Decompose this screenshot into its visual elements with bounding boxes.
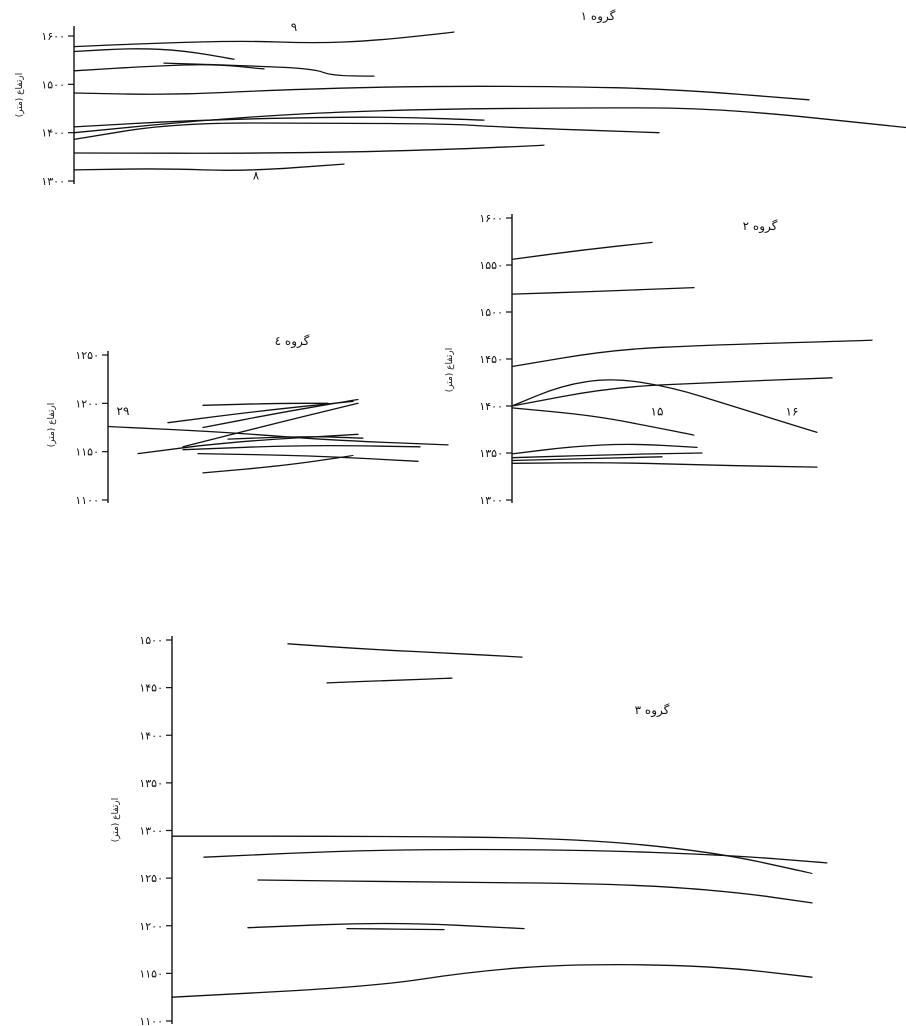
chart-title: گروه ۳	[635, 703, 670, 718]
chart-group-1: ۱۳۰۰ ۱۴۰۰ ۱۵۰۰ ۱۶۰۰ گروه ۱ ارتفاع (متر) ۹ ۸	[15, 9, 906, 188]
series-line-3	[171, 835, 813, 875]
series-line-8	[171, 963, 813, 998]
y-tick-label: ۱۳۰۰	[41, 175, 65, 188]
series-line-7	[227, 436, 364, 440]
y-tick-label: ۱۴۵۰	[479, 353, 503, 366]
y-tick-label: ۱۳۵۰	[479, 447, 503, 460]
y-tick-label: ۱۲۵۰	[139, 872, 163, 885]
series-line-9	[511, 456, 663, 462]
series-line-7	[346, 927, 445, 931]
series-line-6	[137, 433, 359, 455]
series-line-5	[511, 379, 818, 433]
y-tick-label: ۱۳۵۰	[139, 777, 163, 790]
series-line-2	[326, 677, 453, 684]
series-line-7	[511, 443, 698, 455]
series-line-5	[182, 402, 359, 448]
series-line-4	[163, 62, 375, 77]
y-tick-label: ۱۱۰۰	[75, 494, 99, 507]
series-line-3	[202, 402, 329, 406]
y-tick-label: ۱۲۵۰	[75, 349, 99, 362]
series-line-10	[202, 454, 354, 474]
series-line-9	[73, 144, 545, 154]
chart-title: گروه ٤	[275, 334, 310, 349]
y-tick-label: ۱۱۰۰	[139, 1015, 163, 1026]
y-axis-label: ارتفاع (متر)	[445, 348, 455, 392]
y-axis-label: ارتفاع (متر)	[111, 798, 121, 842]
series-line-6	[247, 922, 525, 930]
series-line-3	[73, 64, 265, 72]
series-line-1	[107, 425, 449, 446]
series-line-7	[73, 116, 485, 128]
series-line-2	[73, 48, 235, 60]
y-tick-label: ۱۳۰۰	[139, 825, 163, 838]
series-line-6	[511, 407, 695, 436]
series-line-4	[203, 848, 828, 864]
y-tick-label: ۱۶۰۰	[41, 30, 65, 43]
y-tick-label: ۱۵۰۰	[479, 306, 503, 319]
line-annotation: ۹	[291, 20, 297, 34]
line-annotation: ۲۹	[117, 404, 130, 418]
chart-group-2: ۱۳۰۰ ۱۳۵۰ ۱۴۰۰ ۱۴۵۰ ۱۵۰۰ ۱۵۵۰ ۱۶۰۰ گروه ۲ ارتفاع…	[445, 212, 873, 507]
y-tick-label: ۱۴۵۰	[139, 682, 163, 695]
line-annotation: ۱۶	[786, 404, 799, 418]
series-line-1	[73, 31, 455, 48]
y-tick-label: ۱۵۵۰	[479, 259, 503, 272]
y-tick-label: ۱۲۰۰	[139, 920, 163, 933]
series-line-5	[257, 879, 813, 904]
y-tick-label: ۱۴۰۰	[139, 729, 163, 742]
chart-group-3: ۱۱۰۰ ۱۱۵۰ ۱۲۰۰ ۱۲۵۰ ۱۳۰۰ ۱۳۵۰ ۱۴۰۰ ۱۴۵۰ ۱۵۰۰ گروه…	[111, 634, 828, 1026]
y-tick-label: ۱۲۰۰	[75, 397, 99, 410]
series-line-3	[511, 339, 873, 368]
y-axis-label: ارتفاع (متر)	[15, 73, 25, 117]
series-line-9	[197, 452, 419, 462]
series-line-1	[511, 241, 653, 261]
series-line-2	[511, 286, 695, 295]
series-line-8	[511, 452, 703, 459]
series-line-8	[182, 444, 421, 451]
series-line-10	[73, 163, 345, 171]
series-line-1	[287, 643, 523, 658]
y-tick-label: ۱۴۰۰	[41, 127, 65, 140]
y-tick-label: ۱۵۰۰	[41, 78, 65, 91]
y-tick-label: ۱۵۰۰	[139, 634, 163, 647]
series-line-8	[73, 122, 660, 141]
y-tick-label: ۱۶۰۰	[479, 212, 503, 225]
chart-group-4: ۱۱۰۰ ۱۱۵۰ ۱۲۰۰ ۱۲۵۰ گروه ٤ ارتفاع (متر) ۲۹	[47, 334, 449, 507]
y-tick-label: ۱۳۰۰	[479, 494, 503, 507]
chart-title: گروه ۱	[581, 9, 616, 24]
line-annotation: ۸	[253, 169, 260, 183]
line-annotation: ۱۵	[651, 404, 664, 418]
series-line-4	[202, 398, 359, 429]
y-tick-label: ۱۴۰۰	[479, 400, 503, 413]
series-line-6	[73, 107, 906, 134]
y-tick-label: ۱۱۵۰	[75, 446, 99, 459]
series-line-5	[73, 85, 810, 101]
series-line-10	[511, 462, 818, 468]
series-line-4	[511, 377, 833, 407]
chart-title: گروه ۲	[743, 219, 778, 234]
y-axis-label: ارتفاع (متر)	[47, 403, 57, 447]
y-tick-label: ۱۱۵۰	[139, 967, 163, 980]
